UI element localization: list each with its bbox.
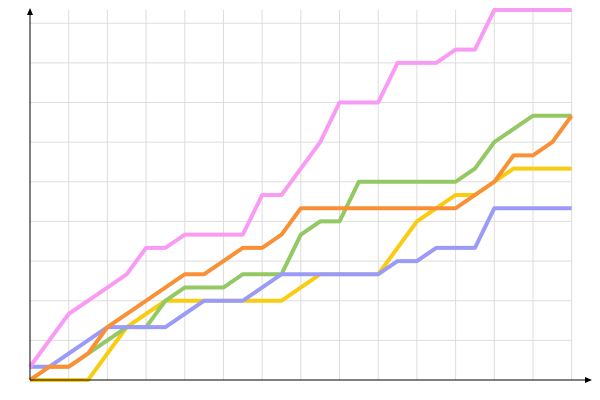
series-line [28,113,572,382]
series-line [30,206,572,369]
x-axis-arrow [585,377,592,383]
series-line [28,114,574,382]
grid [29,10,573,381]
y-axis-arrow [27,8,33,15]
series-line [28,8,572,368]
lines [28,8,574,382]
